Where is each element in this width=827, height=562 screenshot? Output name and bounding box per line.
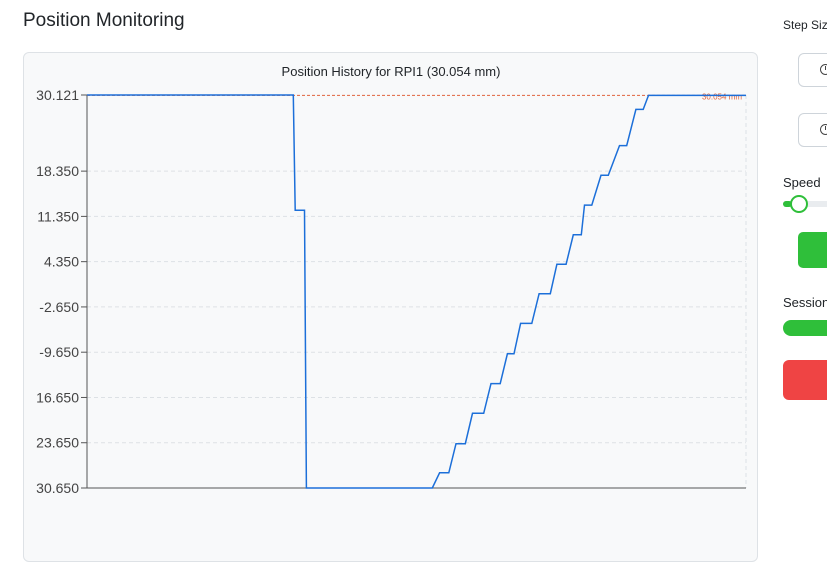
series-layer	[87, 94, 746, 489]
y-tick-label: 11.350	[37, 208, 79, 224]
y-tick-label: 18.350	[36, 163, 79, 179]
chart-title: Position History for RPI1 (30.054 mm)	[282, 64, 501, 79]
start-button[interactable]	[798, 232, 827, 268]
reference-line-label: 30.054 mm	[702, 92, 742, 101]
position-series-line	[87, 94, 746, 489]
y-tick-label: 16.650	[36, 389, 79, 405]
axis-layer: 30.121 18.350 11.350 4.350 -2.650 -9.650 16.65…	[36, 87, 746, 496]
y-tick-label: -9.650	[39, 344, 79, 360]
y-tick-label: 30.121	[36, 87, 79, 103]
y-tick-label: -2.650	[39, 299, 79, 315]
speed-slider-fill	[783, 201, 792, 207]
step-size-button-2[interactable]	[798, 113, 827, 147]
clock-icon	[820, 124, 827, 135]
reference-layer: 30.054 mm	[87, 92, 746, 101]
session-label: Session	[783, 295, 827, 310]
y-tick-label: 4.350	[44, 254, 79, 270]
position-history-chart: Position History for RPI1 (30.054 mm) 30…	[36, 64, 747, 496]
session-toggle[interactable]	[783, 320, 827, 336]
step-size-button-1[interactable]	[798, 53, 827, 87]
page-title: Position Monitoring	[23, 10, 185, 31]
grid-layer	[87, 95, 747, 488]
step-size-label: Step Size	[783, 18, 827, 32]
stop-button[interactable]	[783, 360, 827, 400]
y-tick-label: 30.650	[36, 480, 79, 496]
clock-icon	[820, 64, 827, 75]
y-tick-label: 23.650	[36, 435, 79, 451]
speed-label: Speed	[783, 175, 821, 190]
speed-slider-thumb[interactable]	[790, 195, 808, 213]
chart-card: Position History for RPI1 (30.054 mm) 30…	[23, 52, 758, 562]
